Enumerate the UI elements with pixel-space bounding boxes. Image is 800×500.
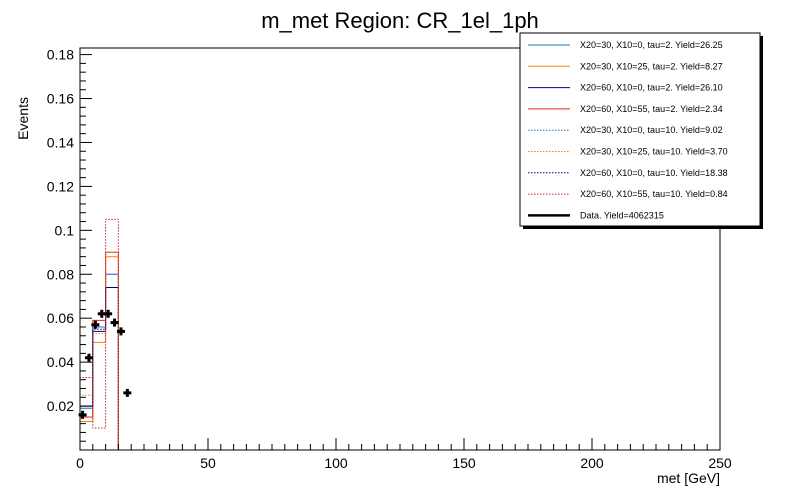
histogram-series-4 [79,251,720,451]
legend-entry: X20=60, X10=55, tau=2. Yield=2.34 [580,104,723,114]
y-tick-label: 0.1 [55,222,75,238]
legend-entry: X20=30, X10=25, tau=10. Yield=3.70 [580,147,728,157]
data-point [104,309,113,318]
legend-box [519,32,761,227]
y-tick-label: 0.02 [47,398,74,414]
legend-entry: X20=60, X10=0, tau=2. Yield=26.10 [580,83,723,93]
y-tick-label: 0.06 [47,310,74,326]
y-tick-label: 0.16 [47,91,74,107]
y-tick-label: 0.04 [47,354,74,370]
data-point [91,320,100,329]
legend-entry: X20=30, X10=25, tau=2. Yield=8.27 [580,61,723,71]
data-point [110,318,119,327]
x-axis-label: met [GeV] [657,470,720,486]
histogram-series-5 [79,273,720,451]
data-point [123,388,132,397]
chart-title: m_met Region: CR_1el_1ph [261,8,539,33]
y-tick-label: 0.08 [47,266,74,282]
legend-entry: X20=30, X10=0, tau=2. Yield=26.25 [580,40,723,50]
histogram-series-2 [79,256,720,451]
y-tick-label: 0.12 [47,178,74,194]
plot-area [78,218,720,451]
legend: X20=30, X10=0, tau=2. Yield=26.25 X20=30,… [519,32,763,229]
histogram-series-8 [79,218,720,451]
y-axis-label: Events [15,97,31,140]
x-tick-label: 200 [580,455,604,471]
legend-entry: Data. Yield=4062315 [580,210,664,220]
histogram-series-7 [79,286,720,451]
x-tick-label: 150 [452,455,476,471]
legend-entry: X20=30, X10=0, tau=10. Yield=9.02 [580,125,723,135]
histogram-series-6 [79,251,720,451]
x-tick-label: 0 [76,455,84,471]
data-point [116,327,125,336]
histogram-series-1 [79,273,720,451]
histogram-series-3 [79,286,720,451]
y-tick-label: 0.18 [47,47,74,63]
legend-entry: X20=60, X10=0, tau=10. Yield=18.38 [580,168,728,178]
axes: 0 50 100 150 200 250 0.02 0.04 0.06 0.08 0.1 0.12 0.… [47,47,732,471]
x-tick-label: 250 [708,455,732,471]
x-tick-label: 50 [200,455,216,471]
y-tick-label: 0.14 [47,134,74,150]
data-point [84,353,93,362]
x-tick-label: 100 [324,455,348,471]
legend-entry: X20=60, X10=55, tau=10. Yield=0.84 [580,189,728,199]
